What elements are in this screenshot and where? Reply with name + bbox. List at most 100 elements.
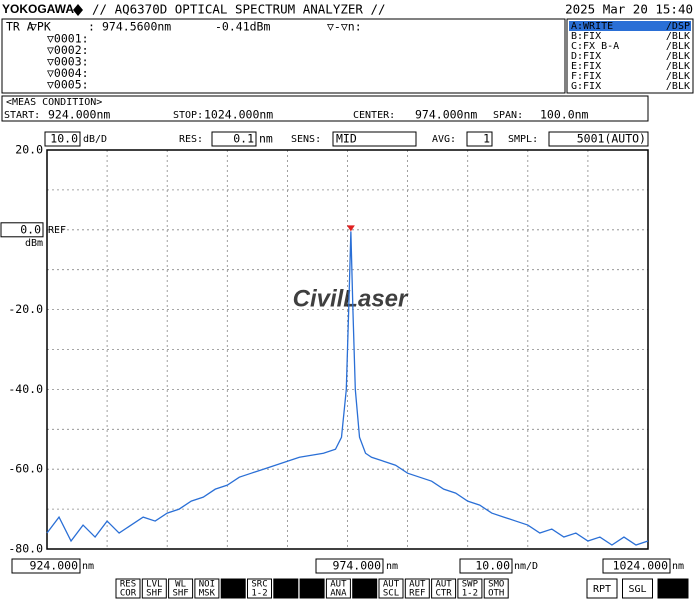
soft-key-label: OTH [488, 589, 504, 599]
soft-key-label: WL [175, 580, 186, 590]
instrument-title: // AQ6370D OPTICAL SPECTRUM ANALYZER // [92, 2, 386, 17]
trace-mode: /BLK [666, 81, 690, 92]
label: SENS: [291, 134, 321, 145]
soft-key-label: SRC [225, 580, 241, 590]
soft-key-label: AUT [330, 580, 347, 590]
soft-key[interactable] [168, 578, 194, 599]
label: TR A [6, 20, 34, 34]
soft-key[interactable] [404, 578, 430, 599]
label: RES: [179, 134, 203, 145]
marker-panel [1, 18, 566, 94]
label: 924.000 [30, 559, 79, 573]
soft-key-label: RPT [593, 584, 611, 595]
soft-key-label: COR [120, 589, 137, 599]
label: CENTER: [353, 110, 395, 121]
marker-slot: ▽0003: [47, 55, 89, 69]
trace-mode: /BLK [666, 31, 690, 42]
soft-key[interactable] [431, 578, 457, 599]
ref-box [0, 222, 44, 238]
value-box [548, 131, 649, 147]
soft-key[interactable] [657, 578, 689, 599]
label: 974.000 [333, 559, 382, 573]
soft-key[interactable] [352, 578, 378, 599]
soft-key[interactable] [299, 578, 325, 599]
y-tick-label: -60.0 [8, 462, 43, 476]
y-tick-label: -40.0 [8, 382, 43, 396]
ref-text: REF [48, 225, 66, 236]
label: STOP: [173, 110, 203, 121]
soft-key[interactable] [483, 578, 509, 599]
label: 1024.000nm [204, 108, 273, 122]
soft-key-label: ZOM [225, 589, 242, 599]
trace-name: C:FX B-A [571, 41, 619, 52]
soft-key[interactable] [586, 578, 618, 599]
soft-key[interactable] [220, 578, 246, 599]
soft-key-label: CTR [435, 589, 452, 599]
trace-name: F:FIX [571, 71, 601, 82]
soft-key-label: STP [664, 584, 682, 595]
soft-key-label: SRC [251, 580, 267, 590]
logo-diamond [73, 4, 83, 16]
soft-key-label: ANA [330, 589, 347, 599]
soft-key[interactable] [378, 578, 404, 599]
label: SPAN: [493, 110, 523, 121]
brand: YOKOGAWA [2, 2, 74, 16]
label: 924.000nm [48, 108, 110, 122]
label: 1 [483, 132, 490, 146]
trace-name: G:FIX [571, 81, 601, 92]
label: nm [386, 561, 398, 572]
y-tick-label: -20.0 [8, 302, 43, 316]
soft-key[interactable] [194, 578, 220, 599]
soft-key-label: SGL [628, 584, 646, 595]
soft-key-label: AUT [409, 580, 426, 590]
soft-key-label: WL [280, 589, 291, 599]
label: nm/D [514, 561, 538, 572]
soft-key-label: AUT [435, 580, 452, 590]
label: 974.000nm [415, 108, 477, 122]
trace-mode: /BLK [666, 61, 690, 72]
soft-key-label: SHF [146, 589, 162, 599]
trace-name: B:FIX [571, 31, 601, 42]
soft-key[interactable] [115, 578, 141, 599]
datetime: 2025 Mar 20 15:40 [565, 2, 693, 17]
soft-key-label: 1-2 [251, 589, 267, 599]
soft-key-label: 1-2 [462, 589, 478, 599]
soft-key-label: REF [409, 589, 425, 599]
soft-key-label: AUT [304, 580, 321, 590]
label: 100.0nm [540, 108, 589, 122]
trace-mode: /BLK [666, 71, 690, 82]
label: 0.1 [233, 132, 254, 146]
soft-key[interactable] [622, 578, 653, 599]
soft-key-label: SHF [172, 589, 188, 599]
value-box [11, 558, 81, 574]
soft-key-label: MSK [199, 589, 216, 599]
label: 1024.000 [613, 559, 668, 573]
label: nm [82, 561, 94, 572]
soft-key-label: SCL [383, 589, 399, 599]
soft-key-label: AUT [357, 580, 374, 590]
y-tick-label: -80.0 [8, 542, 43, 556]
label: 5001(AUTO) [577, 132, 646, 146]
meas-panel [1, 95, 649, 122]
value-box [332, 131, 417, 147]
soft-key-label: AUT [383, 580, 400, 590]
plot-frame [46, 149, 649, 550]
ref-level: 0.0 [20, 222, 41, 236]
soft-key[interactable] [247, 578, 272, 599]
soft-key[interactable] [273, 578, 299, 599]
label: ▽-▽n: [327, 20, 362, 34]
label: 10.0 [50, 132, 78, 146]
y-unit: dBm [25, 238, 43, 249]
soft-key-label: SRC [357, 589, 373, 599]
trace-highlight [569, 21, 691, 31]
soft-key[interactable] [141, 578, 167, 599]
soft-key[interactable] [325, 578, 351, 599]
spectrum-line [46, 231, 649, 546]
marker-level: -0.41dBm [215, 20, 270, 34]
label: AVG: [432, 134, 456, 145]
soft-key[interactable] [457, 578, 483, 599]
trace-name: D:FIX [571, 51, 601, 62]
value-box [44, 131, 81, 147]
y-tick-label: 20.0 [15, 143, 43, 157]
